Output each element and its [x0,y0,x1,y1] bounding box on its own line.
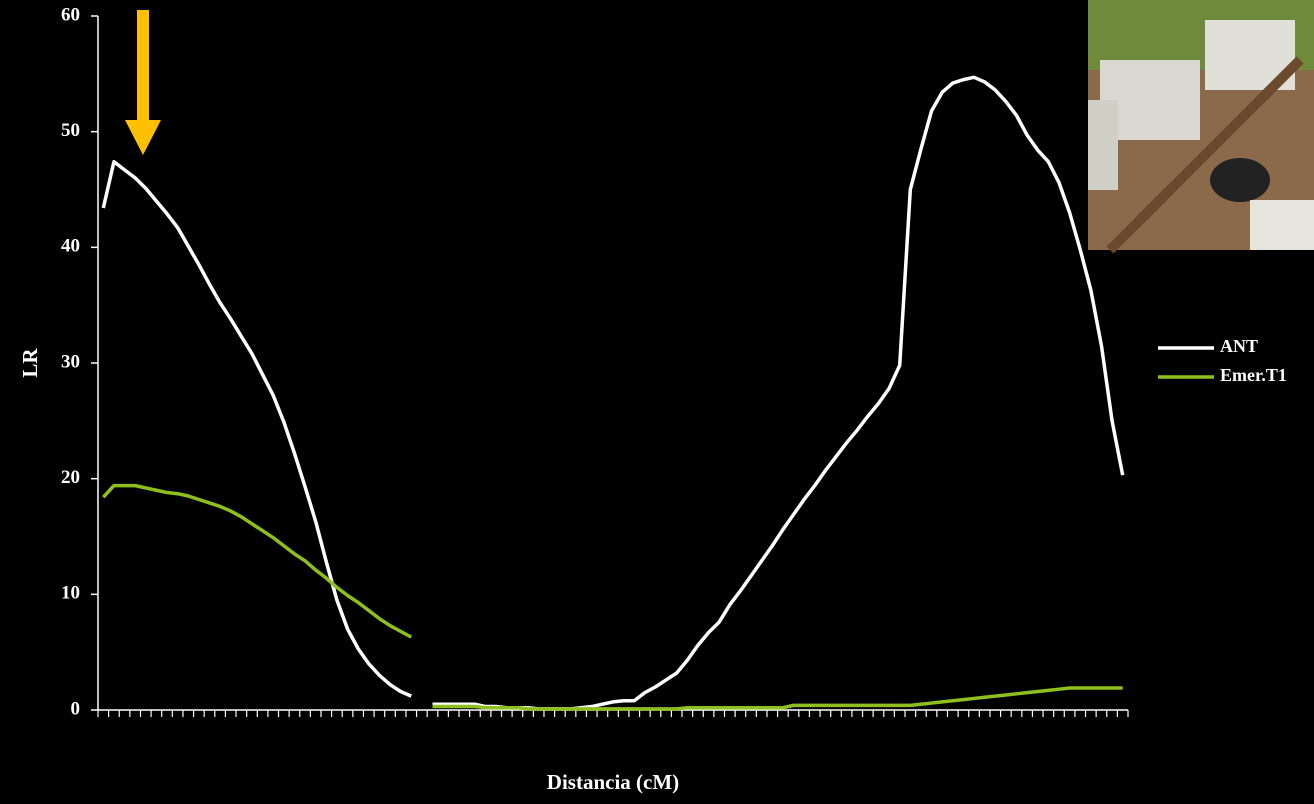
photo-box [1088,100,1118,190]
y-tick-label: 0 [71,698,81,719]
photo-pot [1210,158,1270,202]
x-axis-title: Distancia (cM) [547,770,679,794]
y-tick-label: 40 [61,236,80,257]
legend-label: ANT [1220,336,1258,356]
y-tick-label: 10 [61,583,80,604]
y-axis-title: LR [18,348,42,378]
photo [1088,0,1314,250]
y-tick-label: 30 [61,351,80,372]
legend-label: Emer.T1 [1220,365,1287,385]
y-tick-label: 50 [61,120,80,141]
page: LR Distancia (cM) 0 10 20 30 40 50 60 ANT Emer.T… [0,0,1314,804]
y-tick-label: 20 [61,467,80,488]
photo-box [1250,200,1314,250]
y-tick-label: 60 [61,4,80,25]
arrow-shaft [137,10,149,122]
chart: LR Distancia (cM) 0 10 20 30 40 50 60 ANT Emer.T… [0,0,1314,804]
